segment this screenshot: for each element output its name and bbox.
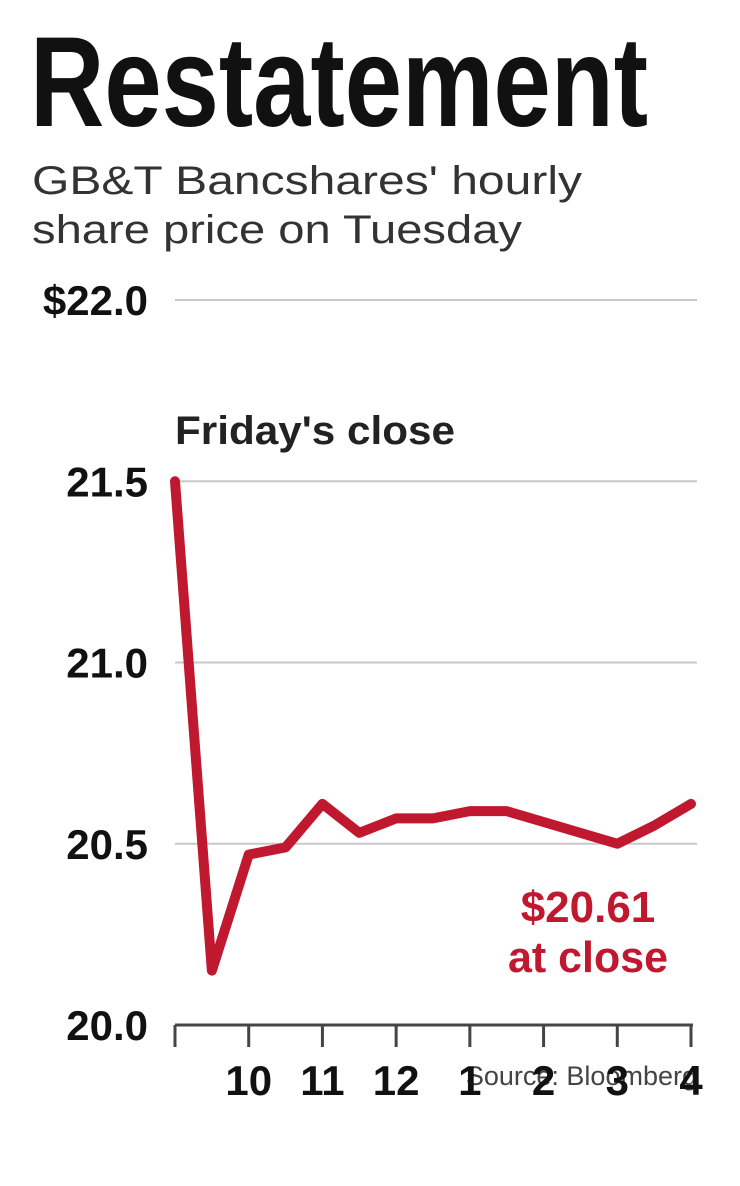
annotation: at close	[508, 933, 668, 982]
annotation: $20.61	[521, 883, 656, 932]
annotation: Friday's close	[175, 409, 455, 453]
x-tick-label: 1	[458, 1057, 481, 1104]
x-tick-label: 3	[606, 1057, 629, 1104]
x-tick-label: 11	[300, 1057, 344, 1104]
y-tick-label: 21.0	[66, 640, 148, 687]
y-tick-label: $22.0	[43, 277, 148, 324]
x-tick-label: 10	[225, 1057, 272, 1104]
y-tick-label: 20.5	[66, 821, 148, 868]
x-tick-label: 4	[679, 1057, 703, 1104]
chart-title: Restatement	[30, 11, 648, 154]
line	[170, 476, 696, 976]
chart-subtitle: share price on Tuesday	[32, 208, 522, 252]
y-tick-label: 20.0	[66, 1002, 148, 1049]
chart-subtitle: GB&T Bancshares' hourly	[32, 159, 582, 203]
y-tick-label: 21.5	[66, 458, 148, 505]
x-tick-label: 2	[532, 1057, 555, 1104]
x-tick-label: 12	[373, 1057, 420, 1104]
source: Source: Bloomberg	[466, 1061, 697, 1091]
